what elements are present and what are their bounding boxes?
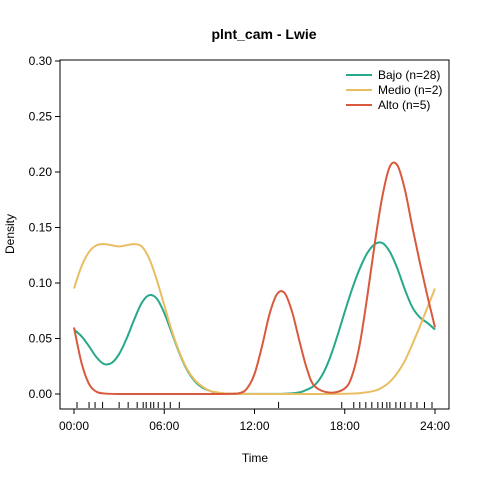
- y-tick-label: 0.15: [29, 221, 53, 235]
- x-axis-label: Time: [242, 451, 269, 465]
- x-tick-label: 00:00: [59, 419, 89, 433]
- x-tick-label: 24:00: [420, 419, 450, 433]
- series-line-1: [73, 243, 436, 396]
- series-line-2: [73, 161, 436, 396]
- y-tick-label: 0.25: [29, 110, 53, 124]
- legend-label: Alto (n=5): [378, 98, 430, 112]
- x-tick-label: 12:00: [239, 419, 269, 433]
- legend: Bajo (n=28)Medio (n=2)Alto (n=5): [346, 68, 442, 112]
- y-axis-label: Density: [3, 214, 17, 254]
- y-tick-label: 0.30: [29, 54, 53, 68]
- x-axis: 00:00 06:00 12:00 18:00 24:00: [59, 408, 450, 433]
- y-axis: 0.00 0.05 0.10 0.15 0.20 0.25 0.30: [29, 54, 61, 401]
- series-layer: [73, 161, 436, 396]
- chart-title: plnt_cam - Lwie: [211, 26, 316, 42]
- rug-marks: [76, 402, 433, 408]
- x-tick-label: 18:00: [330, 419, 360, 433]
- y-tick-label: 0.05: [29, 332, 53, 346]
- x-tick-label: 06:00: [149, 419, 179, 433]
- legend-label: Medio (n=2): [378, 83, 442, 97]
- y-tick-label: 0.20: [29, 165, 53, 179]
- legend-label: Bajo (n=28): [378, 68, 440, 82]
- y-tick-label: 0.10: [29, 276, 53, 290]
- y-tick-label: 0.00: [29, 387, 53, 401]
